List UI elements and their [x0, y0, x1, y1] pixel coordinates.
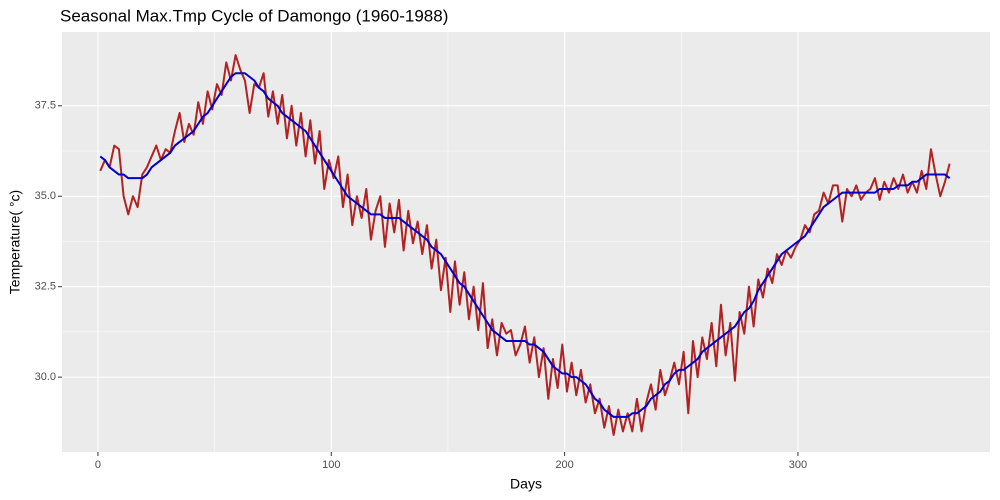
y-tick-label: 37.5: [35, 100, 56, 112]
y-tick-label: 35.0: [35, 190, 56, 202]
y-axis-label: Temperature( °c): [7, 190, 23, 294]
y-tick-label: 30.0: [35, 371, 56, 383]
x-tick-label: 300: [789, 459, 807, 471]
x-tick-label: 0: [95, 459, 101, 471]
x-tick-label: 200: [555, 459, 573, 471]
chart-title: Seasonal Max.Tmp Cycle of Damongo (1960-…: [60, 6, 448, 25]
y-tick-label: 32.5: [35, 281, 56, 293]
series-line: [99, 72, 951, 418]
panel: [62, 32, 990, 452]
x-tick-label: 100: [322, 459, 340, 471]
x-axis-label: Days: [510, 476, 542, 492]
